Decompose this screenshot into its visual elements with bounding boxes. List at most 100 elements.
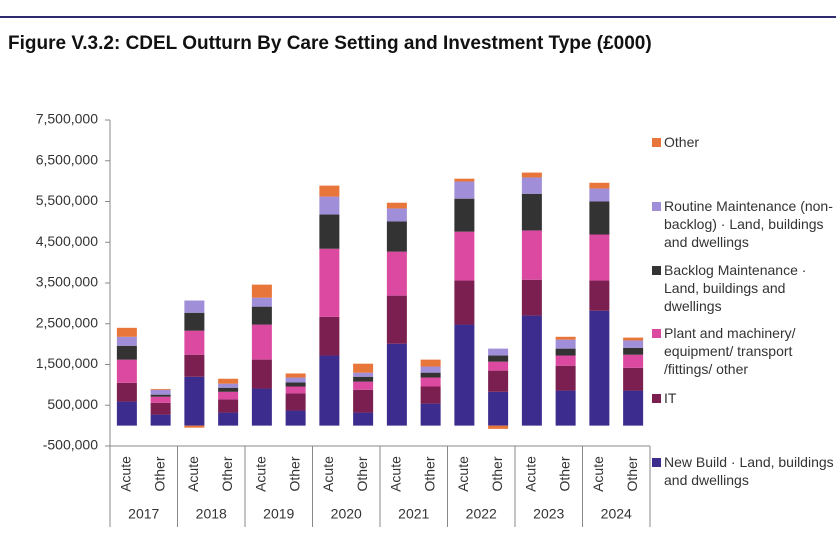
- bar-segment: [184, 425, 205, 428]
- bar-segment: [589, 188, 610, 202]
- bar-segment: [116, 401, 137, 426]
- bar-segment: [386, 251, 407, 296]
- bar-segment: [319, 185, 340, 197]
- bar-segment: [285, 382, 306, 387]
- bar-segment: [150, 396, 171, 403]
- bar-segment: [454, 178, 475, 182]
- y-tick-label: 5,500,000: [36, 192, 98, 208]
- bar-segment: [623, 367, 644, 391]
- bar-segment: [184, 354, 205, 377]
- bar-segment: [454, 231, 475, 281]
- bar-segment: [521, 230, 542, 280]
- x-tick-label: Other: [286, 456, 302, 491]
- bar-segment: [488, 391, 509, 426]
- legend-swatch: [652, 266, 661, 275]
- group-label: 2024: [601, 506, 632, 522]
- x-tick-label: Acute: [455, 456, 471, 492]
- x-tick-label: Acute: [320, 456, 336, 492]
- bar-segment: [150, 394, 171, 397]
- group-label: 2018: [196, 506, 227, 522]
- bar-segment: [116, 345, 137, 360]
- bar-segment: [285, 386, 306, 394]
- bar-segment: [386, 295, 407, 344]
- bar-segment: [555, 355, 576, 366]
- bar-segment: [420, 359, 441, 367]
- bar-segment: [218, 412, 239, 426]
- legend-item: IT: [652, 389, 836, 407]
- bar-segment: [521, 172, 542, 178]
- bar-segment: [116, 336, 137, 346]
- bar-segment: [353, 376, 374, 382]
- legend-item: Backlog Maintenance · Land, buildings an…: [652, 261, 836, 315]
- bar-segment: [555, 348, 576, 356]
- x-tick-label: Other: [219, 456, 235, 491]
- x-tick-label: Acute: [185, 456, 201, 492]
- legend-item: Routine Maintenance (non-backlog) · Land…: [652, 197, 836, 251]
- bar-segment: [589, 182, 610, 189]
- bar-segment: [488, 355, 509, 362]
- bar-segment: [150, 402, 171, 415]
- x-tick-label: Acute: [388, 456, 404, 492]
- x-tick-label: Acute: [590, 456, 606, 492]
- bar-segment: [488, 361, 509, 371]
- bar-segment: [623, 340, 644, 348]
- bar-segment: [555, 336, 576, 340]
- bar-segment: [150, 414, 171, 426]
- legend-item: New Build · Land, buildings and dwelling…: [652, 453, 836, 489]
- legend-label: Backlog Maintenance · Land, buildings an…: [664, 262, 807, 314]
- bar-segment: [589, 280, 610, 311]
- group-label: 2023: [533, 506, 564, 522]
- x-tick-label: Other: [624, 456, 640, 491]
- bar-segment: [285, 410, 306, 426]
- bar-segment: [454, 280, 475, 325]
- bar-segment: [218, 399, 239, 413]
- legend-swatch: [652, 329, 661, 338]
- bar-segment: [251, 297, 272, 307]
- bar-segment: [353, 372, 374, 377]
- bar-segment: [116, 359, 137, 383]
- group-label: 2022: [466, 506, 497, 522]
- bar-segment: [285, 393, 306, 411]
- bar-segment: [454, 198, 475, 232]
- bar-segment: [116, 382, 137, 402]
- bar-segment: [589, 201, 610, 235]
- bar-segment: [184, 312, 205, 331]
- bar-segment: [251, 324, 272, 360]
- bar-segment: [150, 388, 171, 390]
- bar-segment: [319, 214, 340, 249]
- bar-segment: [623, 347, 644, 355]
- bar-segment: [420, 403, 441, 426]
- x-tick-label: Acute: [523, 456, 539, 492]
- legend-item: Other: [652, 133, 836, 151]
- bar-segment: [555, 365, 576, 391]
- bar-segment: [251, 306, 272, 325]
- bar-segment: [555, 339, 576, 349]
- bar-segment: [218, 387, 239, 392]
- bar-segment: [420, 377, 441, 387]
- legend-label: Other: [664, 134, 700, 150]
- y-tick-label: 2,500,000: [36, 314, 98, 330]
- bar-segment: [386, 343, 407, 426]
- legend-swatch: [652, 394, 661, 403]
- bar-segment: [218, 383, 239, 388]
- legend-swatch: [652, 202, 661, 211]
- bar-segment: [150, 389, 171, 395]
- bar-segment: [353, 412, 374, 426]
- y-tick-label: 7,500,000: [36, 111, 98, 127]
- bar-segment: [218, 391, 239, 400]
- bar-segment: [319, 196, 340, 215]
- x-tick-label: Other: [556, 456, 572, 491]
- y-tick-label: 4,500,000: [36, 233, 98, 249]
- bar-segment: [386, 221, 407, 252]
- bar-segment: [386, 208, 407, 222]
- x-tick-label: Other: [354, 456, 370, 491]
- bar-segment: [319, 248, 340, 317]
- bar-segment: [589, 234, 610, 281]
- legend-swatch: [652, 138, 661, 147]
- bar-segment: [251, 359, 272, 389]
- bar-segment: [555, 390, 576, 426]
- legend-item: Plant and machinery/ equipment/ transpor…: [652, 324, 836, 378]
- x-tick-label: Other: [489, 456, 505, 491]
